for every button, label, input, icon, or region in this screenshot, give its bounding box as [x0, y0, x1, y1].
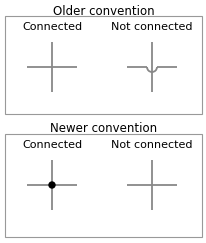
Text: Not connected: Not connected — [111, 140, 192, 150]
Text: Not connected: Not connected — [111, 22, 192, 32]
Bar — [5, 134, 201, 237]
Text: Connected: Connected — [22, 140, 82, 150]
Text: Connected: Connected — [22, 22, 82, 32]
Text: Older convention: Older convention — [53, 5, 153, 18]
Bar — [5, 16, 201, 114]
Circle shape — [49, 182, 55, 188]
Text: Newer convention: Newer convention — [50, 122, 156, 135]
